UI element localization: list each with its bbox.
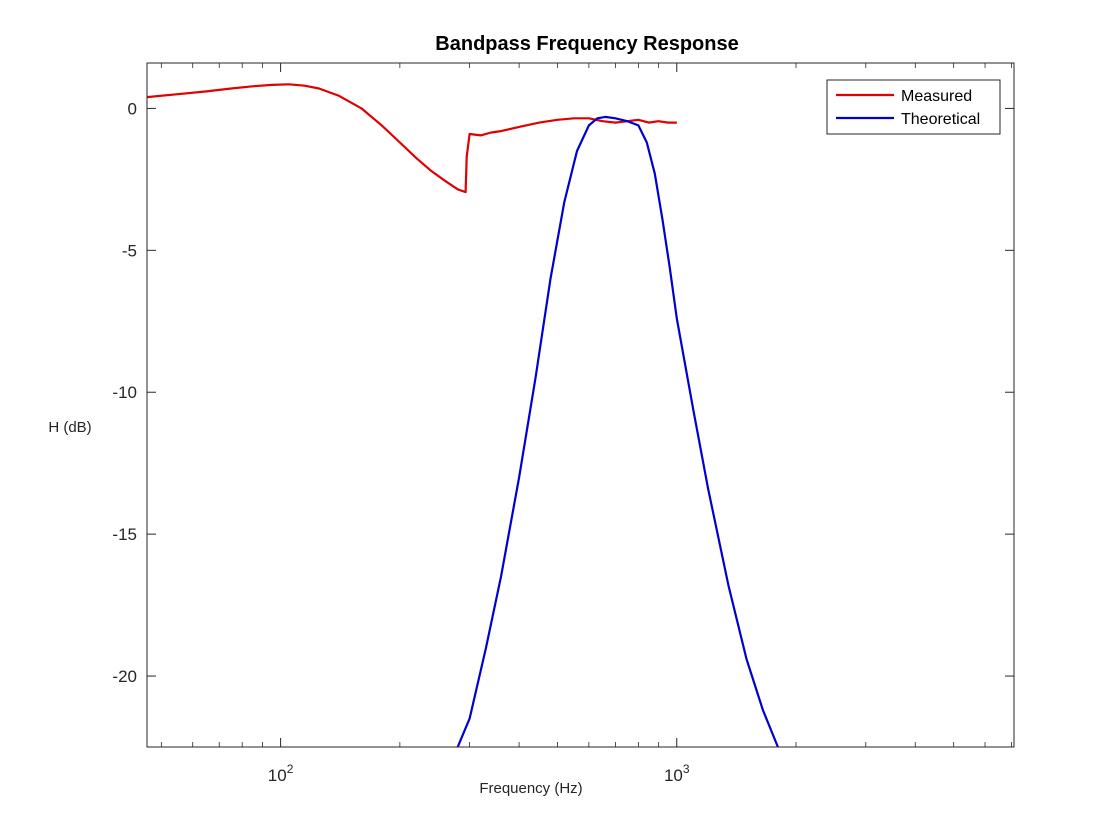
legend: Measured Theoretical	[826, 79, 1001, 135]
y-tick-label: 0	[128, 99, 137, 118]
x-axis-label: Frequency (Hz)	[479, 780, 582, 797]
legend-label-measured: Measured	[901, 88, 972, 105]
x-tick-label: 103	[664, 762, 690, 785]
y-tick-label: -5	[122, 241, 137, 260]
y-tick-label: -10	[112, 383, 137, 402]
y-tick-label: -15	[112, 525, 137, 544]
series-line-measured	[147, 83, 677, 194]
chart-title: Bandpass Frequency Response	[435, 33, 738, 55]
series-line-theoretical	[456, 115, 779, 747]
x-tick-label: 102	[268, 762, 294, 785]
y-axis-label: H (dB)	[48, 419, 91, 436]
legend-box	[826, 79, 1001, 135]
axes-box	[146, 62, 1015, 748]
y-tick-label: -20	[112, 667, 137, 686]
plot-area: 102 103 0 -5 -10 -15 -20	[112, 62, 1015, 785]
legend-label-theoretical: Theoretical	[901, 111, 980, 128]
